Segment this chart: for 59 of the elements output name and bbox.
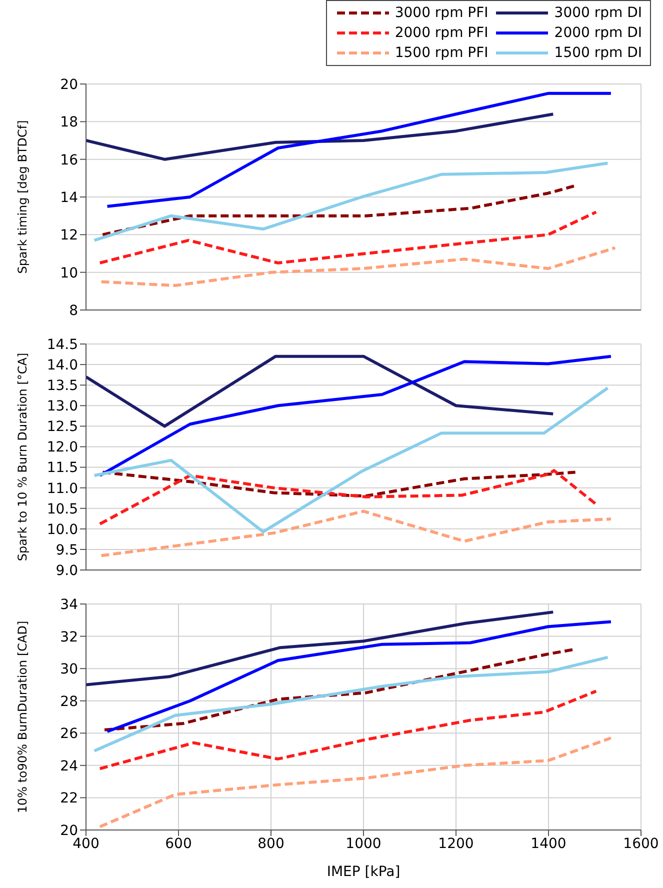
legend-label: 2000 rpm PFI xyxy=(394,25,488,41)
y-tick-label: 14 xyxy=(60,190,78,206)
line-series xyxy=(98,354,612,477)
y-tick-label: 16 xyxy=(60,152,78,168)
line-series xyxy=(98,736,612,828)
line-series xyxy=(100,246,617,288)
line-series xyxy=(86,610,555,686)
x-tick-label: 800 xyxy=(258,836,284,852)
y-tick-label: 30 xyxy=(60,662,78,678)
y-tick-label: 8 xyxy=(69,302,78,319)
y-tick-label: 9.5 xyxy=(56,542,78,558)
line-series xyxy=(86,112,555,161)
y-tick-label: 26 xyxy=(60,726,78,742)
y-tick-label: 14.5 xyxy=(46,336,78,353)
line-series xyxy=(101,184,577,236)
y-axis-title: 10% to90% BurnDuration [CAD] xyxy=(15,620,30,814)
line-series xyxy=(92,386,610,534)
y-tick-label: 13.5 xyxy=(46,378,78,394)
line-series xyxy=(106,620,612,734)
y-tick-label: 12.0 xyxy=(46,440,78,456)
legend-label: 2000 rpm DI xyxy=(554,25,642,41)
x-tick-label: 600 xyxy=(165,836,192,852)
x-tick-label: 1200 xyxy=(438,836,474,852)
y-tick-label: 28 xyxy=(60,694,78,710)
y-tick-label: 10 xyxy=(60,265,78,282)
line-series xyxy=(92,162,610,242)
line-series xyxy=(98,210,598,264)
line-series xyxy=(106,92,612,208)
y-axis-title: Spark to 10 % Burn Duration [°CA] xyxy=(15,352,30,562)
y-tick-label: 24 xyxy=(60,758,78,774)
y-tick-label: 11.0 xyxy=(46,480,78,497)
y-tick-label: 34 xyxy=(60,596,78,613)
x-tick-label: 1000 xyxy=(346,836,382,852)
y-tick-label: 32 xyxy=(60,629,78,646)
y-tick-label: 22 xyxy=(60,790,78,807)
y-tick-label: 10.0 xyxy=(46,522,78,538)
y-tick-label: 12 xyxy=(60,228,78,244)
line-series xyxy=(100,510,612,558)
y-tick-label: 9.0 xyxy=(56,562,78,579)
line-series xyxy=(101,470,577,498)
x-tick-label: 1600 xyxy=(623,836,659,852)
line-series xyxy=(98,690,598,770)
line-series xyxy=(86,354,555,428)
y-tick-label: 14.0 xyxy=(46,358,78,374)
legend-label: 1500 rpm DI xyxy=(554,45,642,61)
y-tick-label: 20 xyxy=(60,76,78,93)
y-axis-title: Spark timing [deg BTDCf] xyxy=(15,120,30,274)
y-tick-label: 10.5 xyxy=(46,501,78,518)
y-tick-label: 18 xyxy=(60,114,78,131)
legend-label: 3000 rpm PFI xyxy=(394,5,488,21)
y-tick-label: 11.5 xyxy=(46,460,78,476)
legend-label: 3000 rpm DI xyxy=(554,5,642,21)
x-tick-label: 1400 xyxy=(530,836,566,852)
y-tick-label: 13.0 xyxy=(46,398,78,415)
line-series xyxy=(92,656,610,752)
x-axis-title: IMEP [kPa] xyxy=(326,864,400,880)
line-series xyxy=(98,469,598,526)
y-tick-label: 12.5 xyxy=(46,419,78,436)
legend-label: 1500 rpm PFI xyxy=(394,45,488,61)
